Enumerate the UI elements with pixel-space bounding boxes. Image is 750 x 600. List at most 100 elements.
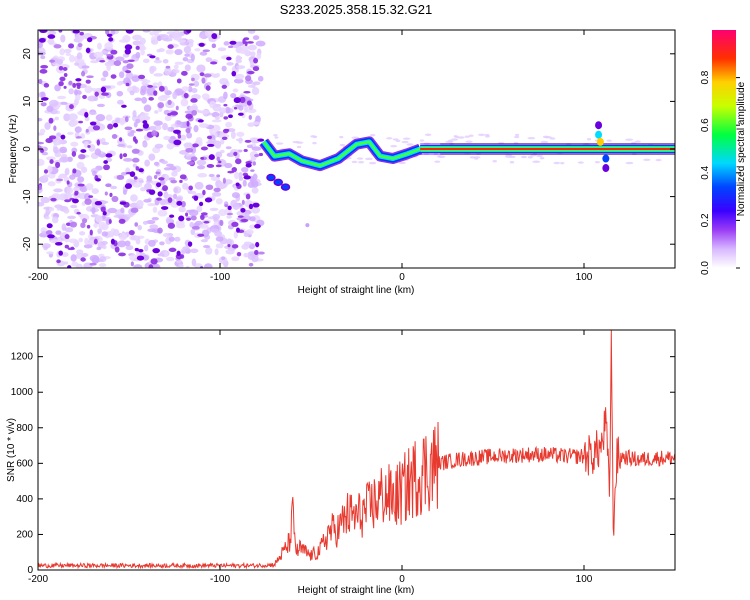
noise-blob-strong bbox=[40, 148, 45, 153]
noise-blob bbox=[164, 115, 172, 122]
noise-blob bbox=[214, 141, 222, 149]
noise-blob bbox=[138, 180, 144, 184]
faint-blob bbox=[464, 135, 470, 138]
noise-blob bbox=[123, 77, 131, 85]
faint-blob bbox=[434, 160, 441, 163]
noise-blob bbox=[63, 261, 69, 265]
noise-blob bbox=[127, 132, 135, 137]
y-tick-label: 200 bbox=[16, 529, 33, 540]
noise-blob-strong bbox=[106, 53, 112, 57]
noise-blob bbox=[193, 125, 199, 133]
noise-blob bbox=[233, 230, 238, 239]
faint-blob bbox=[424, 133, 432, 136]
noise-blob bbox=[214, 248, 219, 256]
noise-blob-strong bbox=[186, 120, 190, 127]
noise-blob bbox=[181, 86, 190, 92]
noise-blob bbox=[194, 48, 201, 52]
noise-blob-peak bbox=[157, 191, 163, 197]
noise-blob bbox=[174, 61, 184, 65]
noise-blob-strong bbox=[127, 59, 135, 63]
noise-blob-strong bbox=[132, 157, 140, 163]
noise-blob bbox=[183, 142, 194, 148]
noise-blob-strong bbox=[40, 102, 47, 107]
noise-blob bbox=[169, 135, 176, 139]
noise-blob bbox=[166, 256, 175, 262]
noise-blob-strong bbox=[45, 138, 53, 144]
faint-blob bbox=[469, 156, 475, 159]
noise-blob bbox=[62, 156, 68, 162]
noise-blob-strong bbox=[191, 110, 198, 116]
noise-blob bbox=[184, 64, 191, 72]
noise-blob bbox=[61, 252, 69, 257]
noise-blob-strong bbox=[202, 189, 206, 196]
noise-blob bbox=[255, 115, 261, 124]
noise-blob-strong bbox=[253, 57, 259, 64]
noise-blob bbox=[133, 264, 143, 268]
noise-blob-strong bbox=[65, 222, 71, 226]
noise-blob-strong bbox=[254, 153, 260, 158]
noise-blob-strong bbox=[213, 187, 221, 193]
noise-blob-strong bbox=[62, 67, 68, 71]
faint-blob bbox=[351, 136, 360, 139]
noise-blob bbox=[75, 263, 83, 268]
noise-blob bbox=[74, 126, 82, 133]
noise-blob bbox=[159, 241, 165, 246]
faint-blob bbox=[296, 145, 302, 149]
noise-blob-peak bbox=[95, 178, 101, 182]
noise-blob bbox=[152, 206, 158, 213]
noise-blob bbox=[172, 91, 178, 100]
noise-blob bbox=[146, 175, 153, 182]
noise-blob bbox=[189, 248, 199, 254]
noise-blob bbox=[211, 119, 222, 123]
faint-blob bbox=[539, 156, 545, 160]
noise-blob-strong bbox=[246, 70, 255, 75]
noise-blob bbox=[257, 75, 264, 82]
noise-blob bbox=[247, 251, 256, 257]
noise-blob bbox=[196, 165, 206, 170]
noise-blob-strong bbox=[227, 244, 231, 248]
noise-blob bbox=[132, 163, 137, 168]
x-tick-label: -200 bbox=[28, 272, 48, 283]
noise-blob bbox=[97, 228, 102, 234]
noise-blob-strong bbox=[179, 254, 185, 259]
noise-blob-strong bbox=[167, 113, 172, 116]
noise-blob bbox=[163, 135, 171, 141]
noise-blob bbox=[97, 42, 102, 50]
noise-blob-strong bbox=[63, 85, 67, 89]
noise-blob bbox=[144, 159, 150, 167]
noise-blob bbox=[47, 38, 55, 44]
noise-blob-strong bbox=[176, 78, 182, 84]
noise-blob-peak bbox=[38, 38, 46, 43]
noise-blob bbox=[181, 249, 187, 254]
noise-blob bbox=[77, 176, 85, 183]
noise-blob bbox=[118, 232, 128, 241]
noise-blob bbox=[57, 95, 67, 100]
noise-blob bbox=[173, 187, 178, 193]
noise-blob bbox=[148, 125, 156, 131]
noise-blob-strong bbox=[175, 105, 179, 111]
noise-blob-strong bbox=[72, 82, 77, 88]
noise-blob-strong bbox=[245, 75, 252, 82]
y-tick-label: 400 bbox=[16, 494, 33, 505]
noise-blob bbox=[79, 231, 86, 236]
noise-blob bbox=[172, 32, 182, 41]
noise-blob bbox=[231, 256, 240, 262]
noise-blob-strong bbox=[248, 262, 254, 267]
noise-blob bbox=[52, 137, 63, 146]
noise-blob-strong bbox=[49, 59, 56, 63]
noise-blob bbox=[143, 79, 151, 83]
noise-blob bbox=[166, 163, 174, 168]
faint-blob bbox=[509, 155, 516, 159]
noise-blob-strong bbox=[158, 177, 165, 181]
noise-blob-strong bbox=[221, 84, 228, 89]
heatmap-y-axis-label: Frequency (Hz) bbox=[8, 115, 19, 184]
noise-blob bbox=[46, 105, 54, 112]
noise-blob bbox=[48, 99, 59, 107]
noise-blob-strong bbox=[203, 220, 210, 224]
noise-blob bbox=[190, 190, 197, 195]
noise-blob-strong bbox=[250, 169, 255, 172]
y-tick-label: 800 bbox=[16, 423, 33, 434]
noise-blob bbox=[144, 182, 152, 191]
noise-blob bbox=[145, 219, 156, 225]
noise-blob bbox=[133, 86, 140, 93]
